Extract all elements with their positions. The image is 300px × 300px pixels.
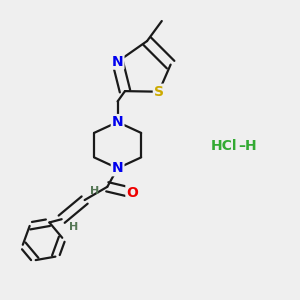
Text: N: N	[112, 55, 123, 69]
Text: N: N	[112, 161, 123, 175]
Text: H: H	[90, 186, 100, 196]
Text: –: –	[238, 139, 245, 153]
Text: H: H	[69, 222, 79, 232]
Text: HCl: HCl	[210, 139, 237, 153]
Text: S: S	[154, 85, 164, 99]
Text: O: O	[126, 186, 138, 200]
Text: H: H	[245, 139, 256, 153]
Text: N: N	[112, 115, 123, 129]
